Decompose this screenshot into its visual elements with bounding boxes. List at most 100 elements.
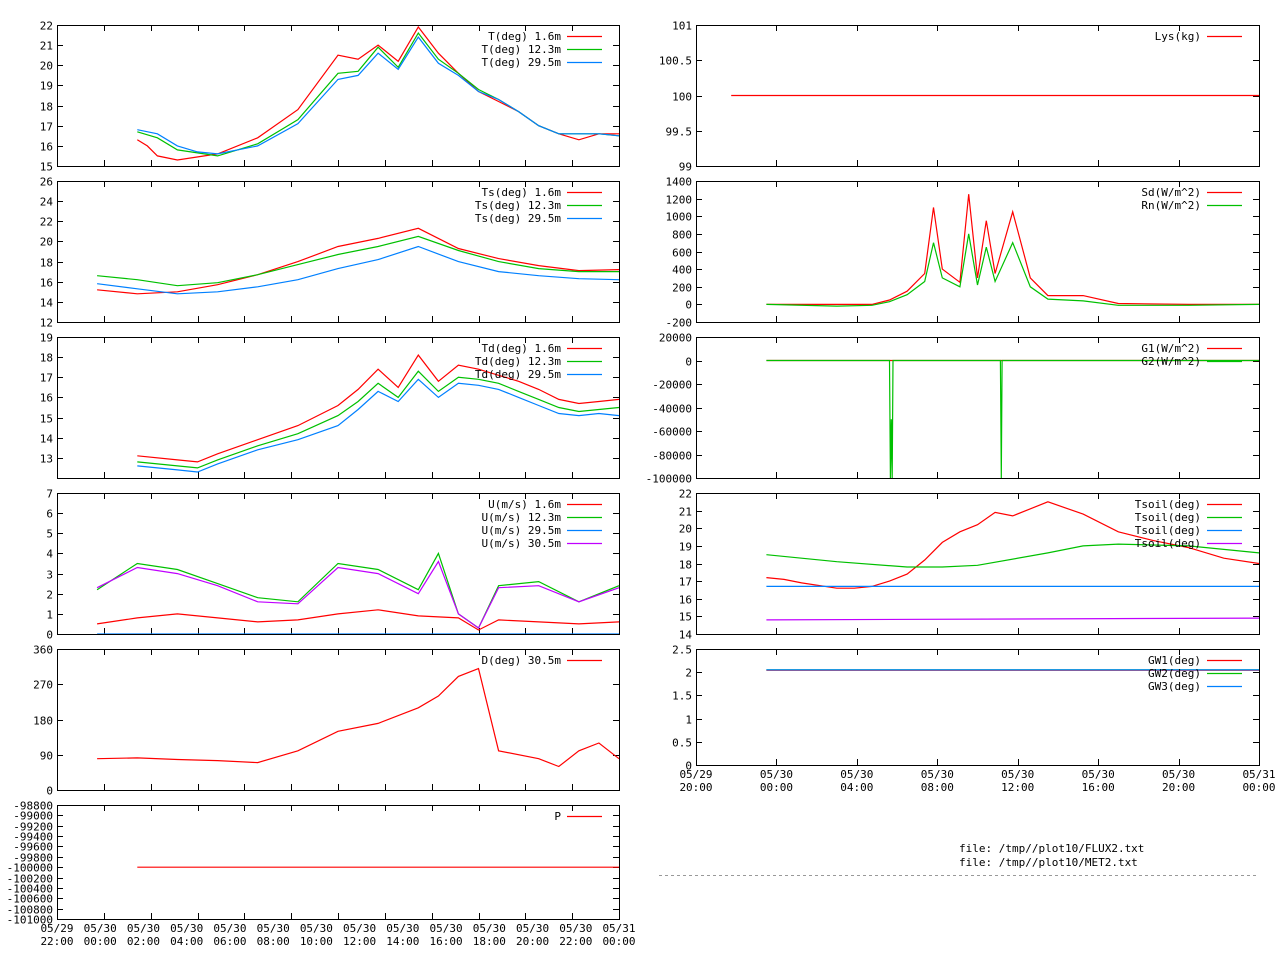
y-tick-label: 17 [40, 121, 53, 134]
y-tick-label: 101 [672, 20, 692, 33]
legend-label: Td(deg) 12.3m [475, 355, 561, 368]
y-tick-label: -100400 [7, 883, 53, 896]
y-tick-label: 19 [40, 332, 53, 345]
panel-rad: -200 0 200 400 600 800 1000 1200 1400 Sd(W/m^2)Rn… [666, 176, 1260, 330]
x-tick-label: 05/31 [1242, 768, 1275, 781]
y-tick-label: 26 [40, 176, 53, 189]
y-tick-label: 100 [672, 91, 692, 104]
x-tick-label: 00:00 [1242, 781, 1275, 794]
x-tick-label: 05/30 [84, 922, 117, 935]
legend-label: Ts(deg) 1.6m [482, 186, 562, 199]
legend-label: T(deg) 1.6m [488, 30, 561, 43]
series-line-1 [766, 194, 1259, 305]
legend-label: Td(deg) 1.6m [482, 342, 562, 355]
y-tick-label: 21 [40, 40, 53, 53]
y-tick-label: 5 [46, 528, 53, 541]
x-tick-label: 20:00 [679, 781, 712, 794]
x-tick-label: 00:00 [84, 935, 117, 948]
y-tick-label: 19 [40, 80, 53, 93]
y-tick-label: 3 [46, 569, 53, 582]
x-tick-label: 12:00 [343, 935, 376, 948]
y-tick-label: -99000 [13, 810, 53, 823]
y-tick-label: 18 [40, 257, 53, 270]
y-tick-label: 17 [40, 372, 53, 385]
y-tick-label: 270 [33, 679, 53, 692]
y-tick-label: 2 [685, 667, 692, 680]
x-tick-label: 05/30 [300, 922, 333, 935]
y-tick-label: 360 [33, 644, 53, 657]
y-tick-label: 400 [672, 264, 692, 277]
x-tick-label: 05/30 [840, 768, 873, 781]
x-tick-label: 06:00 [213, 935, 246, 948]
y-tick-label: 0 [685, 760, 692, 773]
series-line-2 [96, 551, 619, 629]
x-tick-label: 05/29 [679, 768, 712, 781]
y-tick-label: -20000 [652, 379, 692, 392]
y-tick-label: 19 [679, 541, 692, 554]
y-tick-label: 24 [40, 196, 54, 209]
y-tick-label: 1 [685, 714, 692, 727]
x-tick-label: 04:00 [170, 935, 203, 948]
y-tick-label: -100600 [7, 893, 53, 906]
y-tick-label: -99600 [13, 841, 53, 854]
y-tick-label: 6 [46, 508, 53, 521]
x-tick-label: 00:00 [760, 781, 793, 794]
y-tick-label: 16 [40, 277, 53, 290]
y-tick-label: 1.5 [672, 690, 692, 703]
series-line-1 [137, 354, 619, 463]
y-tick-label: -100000 [646, 473, 692, 486]
y-tick-label: 0 [46, 785, 53, 798]
legend-label: T(deg) 29.5m [482, 56, 562, 69]
y-tick-label: -99800 [13, 852, 53, 865]
y-tick-label: 0 [46, 629, 53, 642]
x-tick-label: 16:00 [430, 935, 463, 948]
y-tick-label: 16 [40, 141, 53, 154]
legend-label: U(m/s) 1.6m [488, 498, 561, 511]
y-tick-label: 14 [40, 297, 54, 310]
legend-label: Tsoil(deg) [1135, 537, 1201, 550]
x-tick-label: 05/30 [516, 922, 549, 935]
y-tick-label: 180 [33, 715, 53, 728]
x-tick-label: 18:00 [473, 935, 506, 948]
x-tick-label: 20:00 [1162, 781, 1195, 794]
y-tick-label: 22 [40, 20, 53, 33]
legend-label: G2(W/m^2) [1141, 355, 1201, 368]
x-tick-label: 00:00 [602, 935, 635, 948]
series-line-2 [766, 543, 1259, 568]
y-tick-label: 22 [679, 488, 692, 501]
y-tick-label: 200 [672, 282, 692, 295]
y-tick-label: 1000 [666, 211, 693, 224]
x-tick-label: 22:00 [40, 935, 73, 948]
y-tick-label: -99400 [13, 831, 53, 844]
y-tick-label: 0 [685, 299, 692, 312]
series-line-2 [97, 235, 619, 287]
series-line-2 [137, 370, 619, 469]
y-tick-label: 16 [679, 594, 692, 607]
y-tick-label: 18 [40, 101, 53, 114]
x-tick-label: 05/30 [1162, 768, 1195, 781]
y-tick-label: 0.5 [672, 737, 692, 750]
y-tick-label: 20 [40, 236, 53, 249]
x-tick-label: 05/30 [343, 922, 376, 935]
y-tick-label: 17 [679, 576, 692, 589]
legend-label: GW2(deg) [1148, 667, 1201, 680]
y-tick-label: 13 [40, 453, 53, 466]
legend-label: U(m/s) 12.3m [482, 511, 562, 524]
legend-label: Ts(deg) 12.3m [475, 199, 561, 212]
legend-label: GW1(deg) [1148, 654, 1201, 667]
x-tick-label: 05/30 [473, 922, 506, 935]
x-tick-label: 20:00 [516, 935, 549, 948]
y-tick-label: 1400 [666, 176, 693, 189]
y-tick-label: 15 [679, 611, 692, 624]
series-line-3 [97, 245, 619, 295]
x-tick-label: 14:00 [386, 935, 419, 948]
x-tick-label: 10:00 [300, 935, 333, 948]
panel-gw: 00.511.522.505/2920:0005/3000:0005/3004:… [672, 644, 1275, 795]
legend-label: U(m/s) 30.5m [482, 537, 562, 550]
series-line-2 [766, 233, 1259, 307]
x-tick-label: 05/30 [127, 922, 160, 935]
plot-frame [57, 805, 620, 920]
y-tick-label: 2 [46, 589, 53, 602]
y-tick-label: 14 [40, 433, 54, 446]
